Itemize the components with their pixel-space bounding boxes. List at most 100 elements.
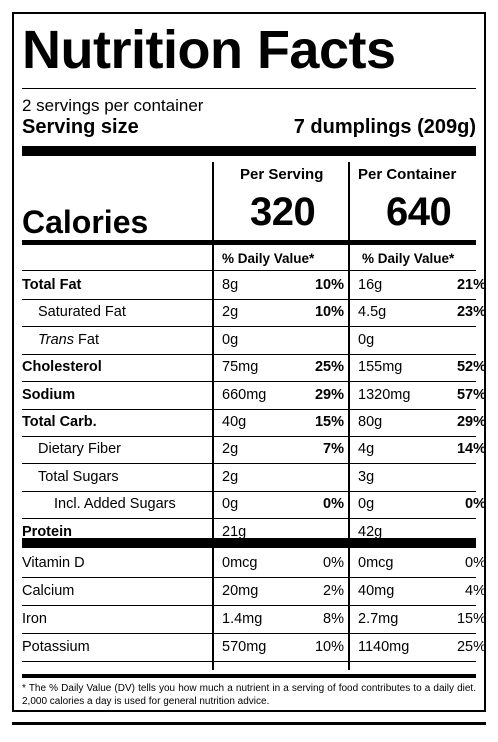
vitamin-row: Calcium 20mg 2% 40mg 4% <box>22 578 486 606</box>
per-serving-header: Per Serving <box>240 166 324 183</box>
nutrient-name: Sodium <box>22 386 76 403</box>
per-container-header: Per Container <box>358 166 457 183</box>
vitamin-rule <box>22 577 476 578</box>
nutrient-name: Protein <box>22 523 72 540</box>
title-rule <box>22 88 476 89</box>
nutrient-row: Protein 21g 42g <box>22 519 476 547</box>
vitamin-serving-amount: 1.4mg <box>222 611 263 627</box>
nutrient-row: Trans Fat 0g 0g <box>22 327 476 355</box>
nutrient-row: Saturated Fat 2g 10% 4.5g 23% <box>22 299 486 327</box>
footnote: * The % Daily Value (DV) tells you how m… <box>22 683 476 707</box>
nutrient-container-amount: 0g <box>358 496 375 513</box>
nutrient-name: Cholesterol <box>22 359 102 376</box>
nutrient-container-amount: 0g <box>358 331 375 348</box>
nutrient-container-percent: 23% <box>456 304 486 321</box>
servings-per-container: 2 servings per container <box>22 96 204 115</box>
vitamin-serving-percent: 8% <box>323 611 344 627</box>
nutrient-serving-amount: 2g <box>222 441 239 458</box>
serving-size-thick-rule <box>22 146 476 156</box>
vitamin-serving-percent: 10% <box>314 639 344 655</box>
nutrient-name: Total Sugars <box>38 468 119 485</box>
nutrient-row: Cholesterol 75mg 25% 155mg 52% <box>22 354 486 382</box>
nutrient-serving-percent: 0% <box>323 496 344 513</box>
calories-label: Calories <box>22 204 149 240</box>
column-separator-2 <box>348 162 350 670</box>
nutrient-row: Dietary Fiber 2g 7% 4g 14% <box>22 436 486 464</box>
vitamin-serving-amount: 20mg <box>222 583 259 599</box>
nutrition-label: Nutrition Facts 2 servings per container… <box>12 12 486 712</box>
nutrient-rule <box>22 299 476 300</box>
vitamin-container-percent: 0% <box>465 555 486 571</box>
calories-thick-rule <box>22 240 476 245</box>
vitamin-serving-percent: 0% <box>323 555 344 571</box>
vitamins-thick-rule <box>22 538 476 548</box>
nutrient-serving-percent: 7% <box>323 441 344 458</box>
vitamin-serving-percent: 2% <box>323 583 344 599</box>
nutrient-rule <box>22 353 476 355</box>
vitamin-serving-amount: 570mg <box>222 639 267 655</box>
nutrient-name: Saturated Fat <box>38 304 126 321</box>
nutrient-container-amount: 4.5g <box>358 304 387 321</box>
nutrient-container-percent: 14% <box>456 441 486 458</box>
vitamin-container-percent: 15% <box>456 611 486 627</box>
nutrient-container-percent: 52% <box>456 359 486 376</box>
nutrient-name: Dietary Fiber <box>38 441 121 458</box>
nutrient-serving-percent: 15% <box>314 414 344 430</box>
vitamin-container-amount: 0mcg <box>358 555 394 571</box>
footnote-thick-rule <box>22 674 476 678</box>
nutrient-serving-percent: 29% <box>314 386 344 403</box>
nutrient-serving-percent <box>272 464 344 491</box>
nutrient-serving-percent: 10% <box>314 277 344 293</box>
vitamin-row: Iron 1.4mg 8% 2.7mg 15% <box>22 606 486 634</box>
nutrient-container-amount: 1320mg <box>358 386 411 403</box>
nutrient-rule <box>22 326 476 328</box>
dv-header-container: % Daily Value* <box>362 251 455 266</box>
nutrient-serving-percent <box>272 327 344 354</box>
nutrient-name: Total Carb. <box>22 414 97 430</box>
nutrient-container-amount: 3g <box>358 468 375 485</box>
nutrient-name-italic: Trans <box>38 331 74 348</box>
nutrient-serving-amount: 0g <box>222 496 239 513</box>
nutrient-container-percent: 57% <box>456 386 486 403</box>
calories-per-container: 640 <box>386 190 452 234</box>
vitamin-name: Calcium <box>22 583 75 599</box>
nutrient-row: Incl. Added Sugars 0g 0% 0g 0% <box>22 491 486 519</box>
nutrient-name: Incl. Added Sugars <box>54 496 176 513</box>
column-separator-1 <box>212 162 214 670</box>
vitamin-name: Vitamin D <box>22 555 85 571</box>
nutrient-serving-amount: 75mg <box>222 359 259 376</box>
nutrient-container-amount: 4g <box>358 441 375 458</box>
nutrient-rule <box>22 490 476 492</box>
nutrient-rule <box>22 463 476 465</box>
vitamin-serving-amount: 0mcg <box>222 555 258 571</box>
vitamin-container-amount: 2.7mg <box>358 611 399 627</box>
vitamin-name: Potassium <box>22 639 90 655</box>
vitamin-rule <box>22 605 476 606</box>
nutrient-container-percent: 0% <box>465 496 486 513</box>
vitamin-container-percent: 25% <box>456 639 486 655</box>
nutrient-serving-amount: 21g <box>222 523 247 540</box>
nutrient-serving-amount: 0g <box>222 331 239 348</box>
nutrition-label-inner: Nutrition Facts 2 servings per container… <box>22 14 486 710</box>
vitamin-rule <box>22 633 476 634</box>
dv-header-serving: % Daily Value* <box>222 251 315 266</box>
nutrient-serving-amount: 8g <box>222 277 239 293</box>
nutrient-row: Total Fat 8g 10% 16g 21% <box>22 272 486 300</box>
nutrient-container-percent <box>412 464 486 491</box>
nutrient-container-percent: 29% <box>456 414 486 430</box>
nutrient-serving-percent: 10% <box>314 304 344 321</box>
nutrient-serving-amount: 2g <box>222 468 239 485</box>
nutrient-serving-percent: 25% <box>314 359 344 376</box>
nutrient-name: Total Fat <box>22 277 82 293</box>
nutrient-container-percent <box>412 327 486 354</box>
vitamin-row: Potassium 570mg 10% 1140mg 25% <box>22 634 486 662</box>
nutrient-container-amount: 155mg <box>358 359 403 376</box>
nutrient-row: Total Carb. 40g 15% 80g 29% <box>22 409 486 437</box>
nutrient-rule <box>22 381 476 383</box>
nutrient-serving-amount: 40g <box>222 414 247 430</box>
serving-size-row: Serving size 7 dumplings (209g) <box>22 115 476 139</box>
calories-per-serving: 320 <box>250 190 316 234</box>
nutrient-rule <box>22 408 476 410</box>
vitamin-row: Vitamin D 0mcg 0% 0mcg 0% <box>22 550 486 578</box>
nutrient-serving-amount: 2g <box>222 304 239 321</box>
